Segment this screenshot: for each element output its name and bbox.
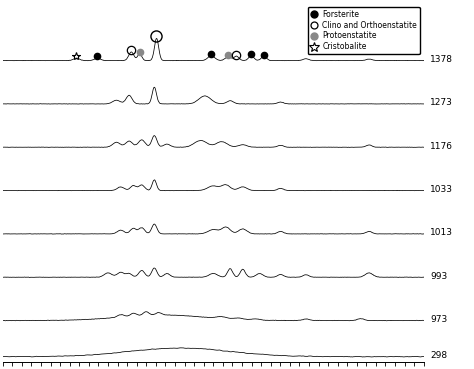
Text: 1176: 1176 — [430, 142, 453, 151]
Text: 993: 993 — [430, 272, 447, 280]
Text: 973: 973 — [430, 315, 447, 324]
Legend: Forsterite, Clino and Orthoenstatite, Protoenstatite, Cristobalite: Forsterite, Clino and Orthoenstatite, Pr… — [308, 7, 420, 55]
Text: 1033: 1033 — [430, 185, 453, 194]
Text: 1013: 1013 — [430, 228, 453, 237]
Text: 298: 298 — [430, 351, 447, 360]
Text: 1378: 1378 — [430, 55, 453, 64]
Text: 1273: 1273 — [430, 98, 453, 107]
